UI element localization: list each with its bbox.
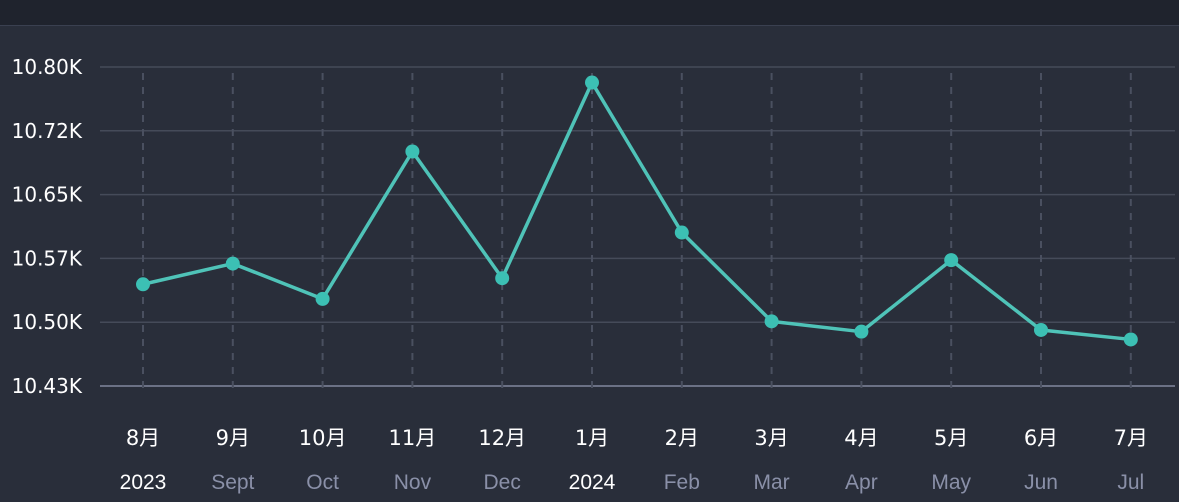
x-tick-month-label: 5月 xyxy=(934,426,968,450)
y-tick-label: 10.50K xyxy=(12,310,83,334)
top-bar xyxy=(0,0,1179,26)
x-axis-ticks: 8月 2023 9月 Sept 10月 Oct 11月 Nov 12月 Dec 1月 2024 2月 Fe… xyxy=(120,426,1148,494)
x-tick-month-label: 1月 xyxy=(575,426,609,450)
x-tick-month-label: 8月 xyxy=(126,426,160,450)
y-tick-label: 10.72K xyxy=(12,119,83,143)
data-point[interactable] xyxy=(315,291,330,306)
data-point[interactable] xyxy=(764,314,779,329)
x-tick-month-label: 10月 xyxy=(299,426,347,450)
vertical-gridlines xyxy=(142,73,1132,392)
x-tick-month-label: 6月 xyxy=(1024,426,1058,450)
data-point[interactable] xyxy=(225,256,240,271)
y-tick-label: 10.80K xyxy=(12,55,83,79)
data-point[interactable] xyxy=(1034,322,1048,337)
x-tick-sub-label: Feb xyxy=(664,471,700,494)
data-point[interactable] xyxy=(674,225,689,240)
data-point[interactable] xyxy=(944,253,959,268)
x-tick-sub-label: Mar xyxy=(754,471,790,494)
data-point[interactable] xyxy=(136,277,150,292)
y-tick-label: 10.43K xyxy=(12,374,83,398)
x-tick-sub-label: Jun xyxy=(1024,471,1058,494)
x-tick-month-label: 3月 xyxy=(754,426,788,450)
y-tick-label: 10.65K xyxy=(12,183,83,207)
data-point[interactable] xyxy=(405,144,420,159)
series-layer xyxy=(136,75,1138,347)
x-tick-month-label: 4月 xyxy=(844,426,878,450)
x-tick-month-label: 2月 xyxy=(665,426,699,450)
data-point[interactable] xyxy=(854,324,869,339)
x-tick-month-label: 9月 xyxy=(216,426,250,450)
y-axis-ticks: 10.80K 10.72K 10.65K 10.57K 10.50K 10.43K xyxy=(12,55,83,398)
data-point[interactable] xyxy=(495,271,510,286)
x-tick-sub-label: Nov xyxy=(394,471,432,494)
x-tick-sub-label: Jul xyxy=(1117,471,1144,494)
x-tick-year-label: 2024 xyxy=(569,471,616,494)
x-tick-sub-label: Dec xyxy=(484,471,521,494)
x-tick-sub-label: Oct xyxy=(306,471,339,494)
data-point[interactable] xyxy=(585,75,599,90)
data-point[interactable] xyxy=(1123,332,1138,347)
x-tick-sub-label: May xyxy=(931,471,971,494)
x-tick-month-label: 11月 xyxy=(389,426,437,450)
x-tick-month-label: 12月 xyxy=(478,426,526,450)
series-line xyxy=(142,80,1131,342)
y-tick-label: 10.57K xyxy=(12,246,83,270)
horizontal-gridlines xyxy=(100,66,1175,387)
x-tick-sub-label: Apr xyxy=(845,471,878,494)
x-tick-year-label: 2023 xyxy=(120,471,167,494)
x-tick-month-label: 7月 xyxy=(1114,426,1148,450)
x-tick-sub-label: Sept xyxy=(211,471,254,494)
